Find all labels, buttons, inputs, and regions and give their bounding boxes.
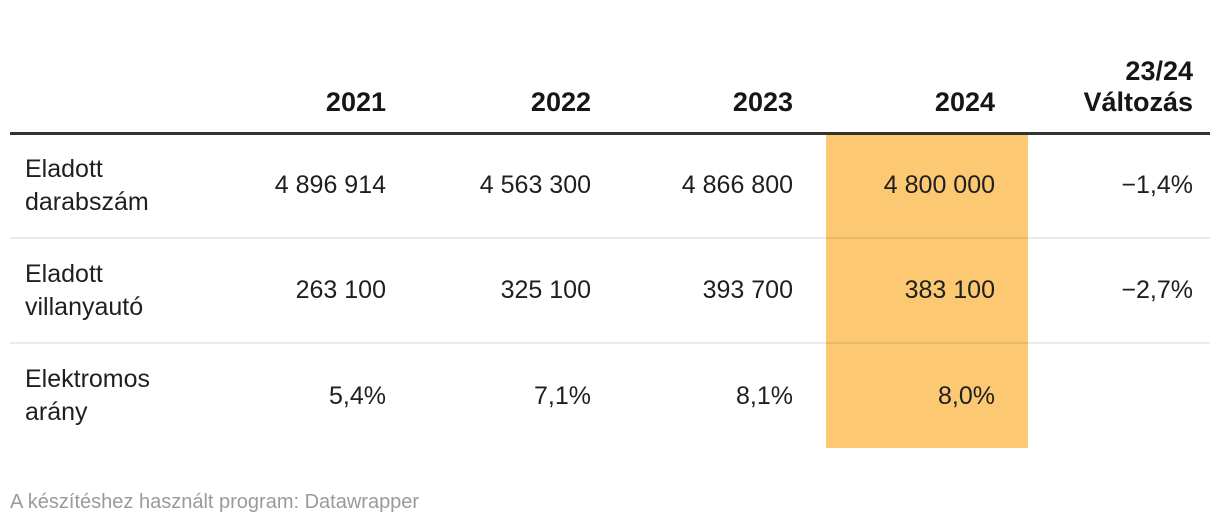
datawrapper-credit: A készítéshez használt program: Datawrap… — [10, 491, 420, 513]
table-row-eladott-villanyauto: Eladott villanyautó 263 100 325 100 393 … — [10, 237, 1210, 343]
column-header-2021: 2021 — [226, 45, 400, 135]
table-container: 2021 2022 2023 2024 23/24 Változás Elado… — [10, 45, 1210, 448]
column-header-2023: 2023 — [605, 45, 826, 135]
cell-villanyauto-2024-highlighted: 383 100 — [826, 237, 1028, 343]
row-label-eladott-darabszam: Eladott darabszám — [25, 154, 149, 216]
column-header-change-23-24: 23/24 Változás — [1028, 45, 1210, 135]
cell-darabszam-2021: 4 896 914 — [274, 171, 386, 200]
header-row: 2021 2022 2023 2024 23/24 Változás — [10, 45, 1210, 135]
cell-villanyauto-2022: 325 100 — [400, 237, 605, 343]
row-label-elektromos-arany: Elektromos arány — [10, 342, 226, 448]
table-row-elektromos-arany: Elektromos arány 5,4% 7,1% 8,1% 8,0% — [10, 342, 1210, 448]
cell-arany-2023: 8,1% — [605, 342, 826, 448]
cell-arany-2021: 5,4% — [226, 342, 400, 448]
cell-villanyauto-change: −2,7% — [1028, 237, 1210, 343]
cell-darabszam-2024-highlighted: 4 800 000 — [826, 133, 1028, 238]
cell-arany-2022: 7,1% — [400, 342, 605, 448]
cell-villanyauto-2023: 393 700 — [605, 237, 826, 343]
column-header-blank — [10, 45, 226, 135]
cell-darabszam-2022: 4 563 300 — [479, 171, 591, 200]
cell-arany-change — [1028, 342, 1210, 448]
row-label-eladott-villanyauto: Eladott villanyautó — [10, 237, 226, 343]
column-header-2022: 2022 — [400, 45, 605, 135]
column-header-2024: 2024 — [826, 45, 1028, 135]
cell-darabszam-2023: 4 866 800 — [681, 171, 793, 200]
cell-villanyauto-2021: 263 100 — [226, 237, 400, 343]
cell-darabszam-change: −1,4% — [1121, 171, 1193, 200]
vehicle-sales-table: 2021 2022 2023 2024 23/24 Változás Elado… — [10, 45, 1210, 448]
table-row-eladott-darabszam: Eladott darabszám 4 896 914 4 563 300 4 … — [10, 133, 1210, 238]
cell-arany-2024-highlighted: 8,0% — [826, 342, 1028, 448]
